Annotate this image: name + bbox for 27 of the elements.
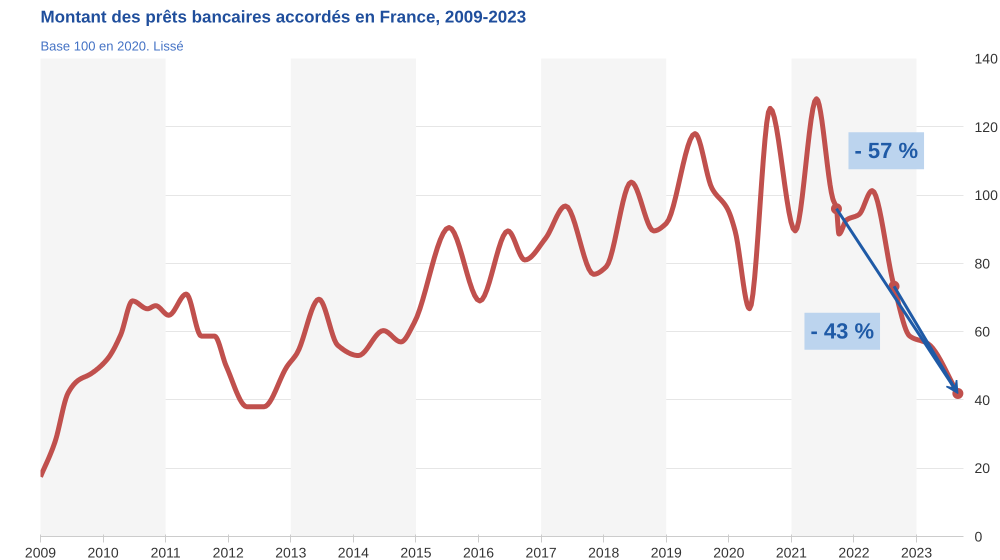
y-tick-label: 120 — [974, 118, 998, 135]
x-tick-label: 2009 — [24, 544, 56, 560]
x-tick-label: 2023 — [900, 544, 932, 560]
x-tick-label: 2013 — [275, 544, 307, 560]
chart-subtitle: Base 100 en 2020. Lissé — [40, 38, 184, 54]
x-tick-label: 2015 — [400, 544, 432, 560]
y-tick-label: 60 — [974, 324, 990, 340]
x-tick-label: 2018 — [588, 544, 620, 560]
y-tick-label: 0 — [974, 528, 982, 544]
x-tick-label: 2022 — [838, 544, 870, 560]
y-tick-label: 140 — [974, 50, 998, 66]
x-tick-label: 2010 — [88, 544, 119, 560]
y-tick-label: 80 — [974, 255, 990, 272]
y-tick-label: 40 — [974, 392, 990, 408]
y-tick-label: 100 — [974, 187, 998, 204]
chart-title: Montant des prêts bancaires accordés en France, 2009-2023 — [40, 8, 526, 26]
x-tick-label: 2019 — [650, 544, 682, 560]
x-tick-label: 2011 — [150, 544, 181, 560]
annotation: - 57 % — [854, 138, 918, 164]
annotation: - 43 % — [810, 318, 874, 344]
x-tick-label: 2017 — [526, 544, 557, 560]
x-tick-label: 2014 — [338, 544, 370, 560]
x-tick-label: 2016 — [462, 544, 494, 560]
y-tick-label: 20 — [974, 460, 990, 476]
x-tick-label: 2021 — [776, 544, 808, 560]
x-tick-label: 2012 — [212, 544, 244, 560]
x-tick-label: 2020 — [713, 544, 745, 560]
